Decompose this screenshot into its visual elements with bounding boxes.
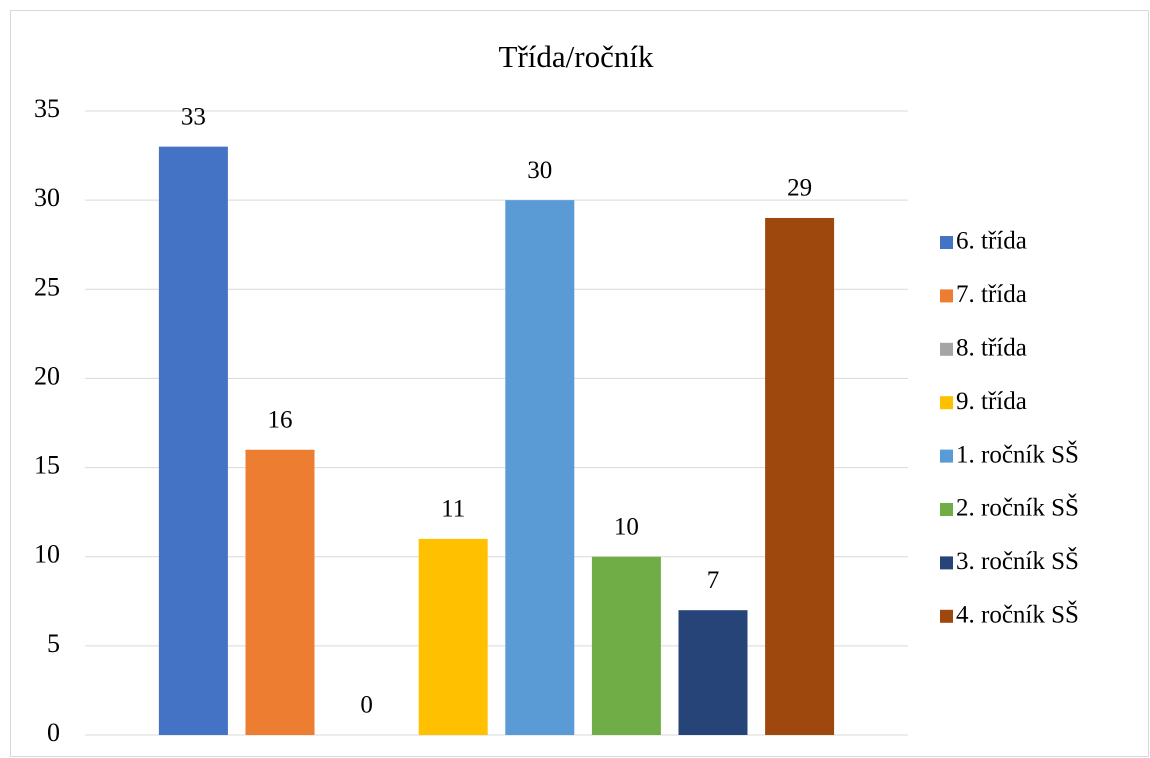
y-tick-label: 30: [34, 183, 60, 212]
legend-swatch: [940, 609, 953, 623]
bar: [158, 146, 228, 735]
y-tick-label: 5: [47, 629, 60, 658]
bar: [765, 217, 835, 735]
data-label: 11: [441, 496, 465, 523]
legend-label: 8. třída: [956, 335, 1027, 362]
data-label: 29: [787, 175, 812, 202]
data-label: 7: [707, 567, 720, 594]
legend-swatch: [940, 236, 953, 249]
legend-label: 6. třída: [956, 228, 1027, 255]
y-tick-label: 10: [34, 540, 60, 569]
data-label: 33: [181, 103, 206, 130]
data-label: 0: [360, 692, 373, 719]
bar: [678, 610, 748, 735]
legend-label: 2. ročník SŠ: [956, 493, 1079, 522]
y-tick-label: 25: [34, 272, 60, 301]
legend-label: 1. ročník SŠ: [956, 439, 1079, 468]
legend-label: 3. ročník SŠ: [956, 546, 1079, 575]
data-label: 10: [614, 513, 639, 540]
legend-swatch: [940, 556, 953, 570]
legend-swatch: [940, 503, 953, 516]
y-tick-label: 20: [34, 361, 60, 390]
y-tick-label: 15: [34, 451, 60, 480]
legend-label: 7. třída: [956, 281, 1027, 308]
legend-label: 4. ročník SŠ: [956, 600, 1079, 629]
legend-swatch: [940, 449, 953, 463]
chart-title: Třída/ročník: [499, 39, 654, 74]
legend-swatch: [940, 396, 953, 410]
data-label: 16: [268, 406, 293, 433]
y-tick-label: 0: [47, 718, 60, 747]
legend-label: 9. třída: [956, 388, 1027, 415]
y-tick-label: 35: [34, 94, 60, 123]
bar: [418, 538, 488, 735]
bar: [245, 449, 315, 735]
legend-swatch: [940, 342, 953, 356]
bar: [505, 200, 575, 736]
data-label: 30: [527, 157, 552, 184]
legend-swatch: [940, 289, 953, 303]
bar: [591, 556, 661, 735]
